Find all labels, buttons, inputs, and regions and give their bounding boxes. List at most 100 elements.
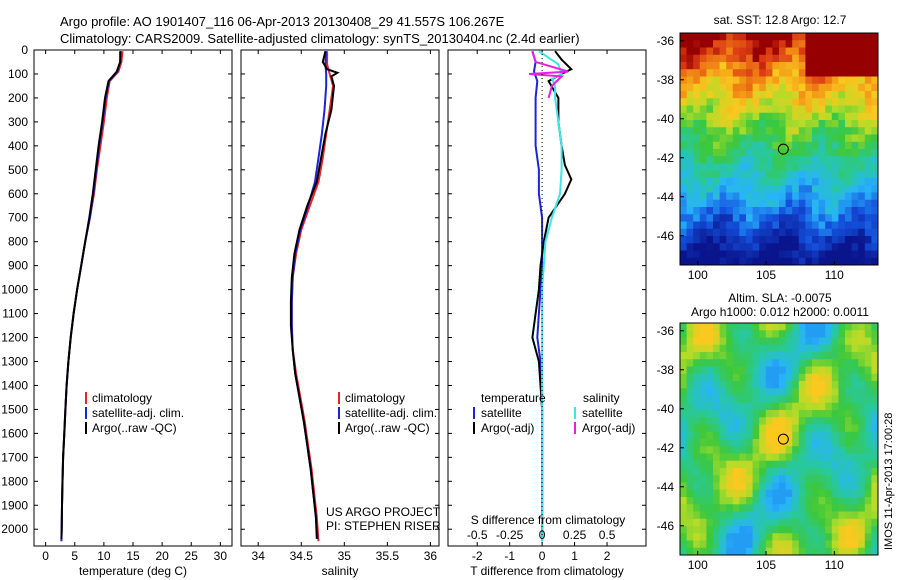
map-cell bbox=[798, 76, 806, 85]
map-cell bbox=[686, 62, 694, 70]
map-cell bbox=[779, 127, 786, 135]
map-cell bbox=[713, 127, 720, 135]
map-cell bbox=[759, 69, 767, 77]
map-cell bbox=[726, 439, 734, 447]
map-cell bbox=[752, 76, 760, 85]
map-cell bbox=[693, 352, 701, 360]
map-cell bbox=[706, 431, 714, 440]
map-cell bbox=[871, 250, 879, 259]
map-cell bbox=[825, 199, 833, 208]
map-cell bbox=[759, 185, 767, 193]
sst-map-axes: 100 105 110-36-38-40-42-44-46 bbox=[657, 34, 845, 282]
map-cell bbox=[858, 526, 866, 534]
map-cell bbox=[838, 156, 846, 164]
map-cell bbox=[719, 156, 727, 164]
map-cell bbox=[706, 156, 714, 164]
map-cell bbox=[765, 127, 773, 135]
map-cell bbox=[871, 453, 879, 462]
map-cell bbox=[719, 250, 727, 259]
map-cell bbox=[845, 497, 852, 505]
map-cell bbox=[851, 424, 859, 433]
lat-tick-label: -40 bbox=[657, 112, 675, 126]
map-cell bbox=[686, 475, 694, 483]
map-cell bbox=[785, 199, 793, 208]
map-cell bbox=[746, 127, 753, 135]
map-cell bbox=[812, 192, 819, 201]
map-cell bbox=[812, 475, 819, 483]
map-cell bbox=[699, 127, 707, 135]
map-cell bbox=[845, 344, 852, 353]
map-cell bbox=[805, 149, 813, 157]
map-cell bbox=[779, 424, 786, 433]
map-cell bbox=[792, 366, 800, 375]
map-cell bbox=[871, 54, 879, 63]
map-cell bbox=[680, 381, 687, 389]
lat-tick-label: -36 bbox=[657, 34, 675, 48]
depth-tick-label: 500 bbox=[8, 163, 28, 177]
map-cell bbox=[845, 236, 852, 244]
legend-satellite-label: satellite-adj. clim. bbox=[92, 406, 184, 420]
map-cell bbox=[792, 228, 800, 237]
map-cell bbox=[732, 402, 740, 411]
map-cell bbox=[752, 337, 760, 346]
map-cell bbox=[752, 127, 760, 135]
map-cell bbox=[752, 105, 760, 114]
map-cell bbox=[772, 431, 780, 440]
map-cell bbox=[726, 250, 734, 259]
map-cell bbox=[825, 373, 833, 382]
map-cell bbox=[732, 120, 740, 128]
map-cell bbox=[825, 323, 833, 331]
map-cell bbox=[818, 424, 826, 433]
map-cell bbox=[858, 207, 866, 215]
map-cell bbox=[732, 323, 740, 331]
map-cell bbox=[699, 547, 707, 556]
map-cell bbox=[759, 47, 767, 56]
map-cell bbox=[825, 359, 833, 367]
map-cell bbox=[726, 410, 734, 418]
map-cell bbox=[699, 482, 707, 491]
map-cell bbox=[825, 468, 833, 476]
map-cell bbox=[693, 214, 701, 222]
map-cell bbox=[732, 540, 740, 549]
map-cell bbox=[785, 366, 793, 375]
map-cell bbox=[851, 468, 859, 476]
map-cell bbox=[805, 533, 813, 541]
map-cell bbox=[851, 453, 859, 462]
map-cell bbox=[713, 178, 720, 186]
map-cell bbox=[726, 76, 734, 85]
map-cell bbox=[858, 76, 866, 85]
legend-temperature-title: temperature bbox=[481, 391, 546, 405]
legend-t-argo-label: Argo(-adj) bbox=[481, 421, 534, 435]
map-cell bbox=[858, 439, 866, 447]
map-cell bbox=[726, 460, 734, 469]
map-cell bbox=[713, 199, 720, 208]
map-cell bbox=[838, 344, 846, 353]
map-cell bbox=[693, 170, 701, 179]
map-cell bbox=[746, 170, 753, 179]
map-cell bbox=[818, 540, 826, 549]
map-cell bbox=[864, 257, 872, 266]
map-cell bbox=[779, 141, 786, 150]
map-cell bbox=[765, 518, 773, 527]
map-cell bbox=[812, 54, 819, 63]
map-cell bbox=[871, 120, 879, 128]
map-cell bbox=[732, 185, 740, 193]
map-cell bbox=[845, 192, 852, 201]
map-cell bbox=[772, 62, 780, 70]
map-cell bbox=[732, 112, 740, 121]
map-cell bbox=[845, 366, 852, 375]
map-cell bbox=[693, 243, 701, 251]
map-cell bbox=[772, 120, 780, 128]
map-cell bbox=[719, 323, 727, 331]
map-cell bbox=[818, 446, 826, 454]
map-cell bbox=[726, 91, 734, 99]
sla-map-frame bbox=[679, 322, 879, 556]
map-cell bbox=[818, 366, 826, 375]
map-cell bbox=[858, 410, 866, 418]
map-cell bbox=[792, 236, 800, 244]
map-cell bbox=[812, 504, 819, 512]
map-cell bbox=[719, 511, 727, 520]
map-cell bbox=[792, 83, 800, 92]
map-cell bbox=[851, 105, 859, 114]
map-cell bbox=[752, 359, 760, 367]
